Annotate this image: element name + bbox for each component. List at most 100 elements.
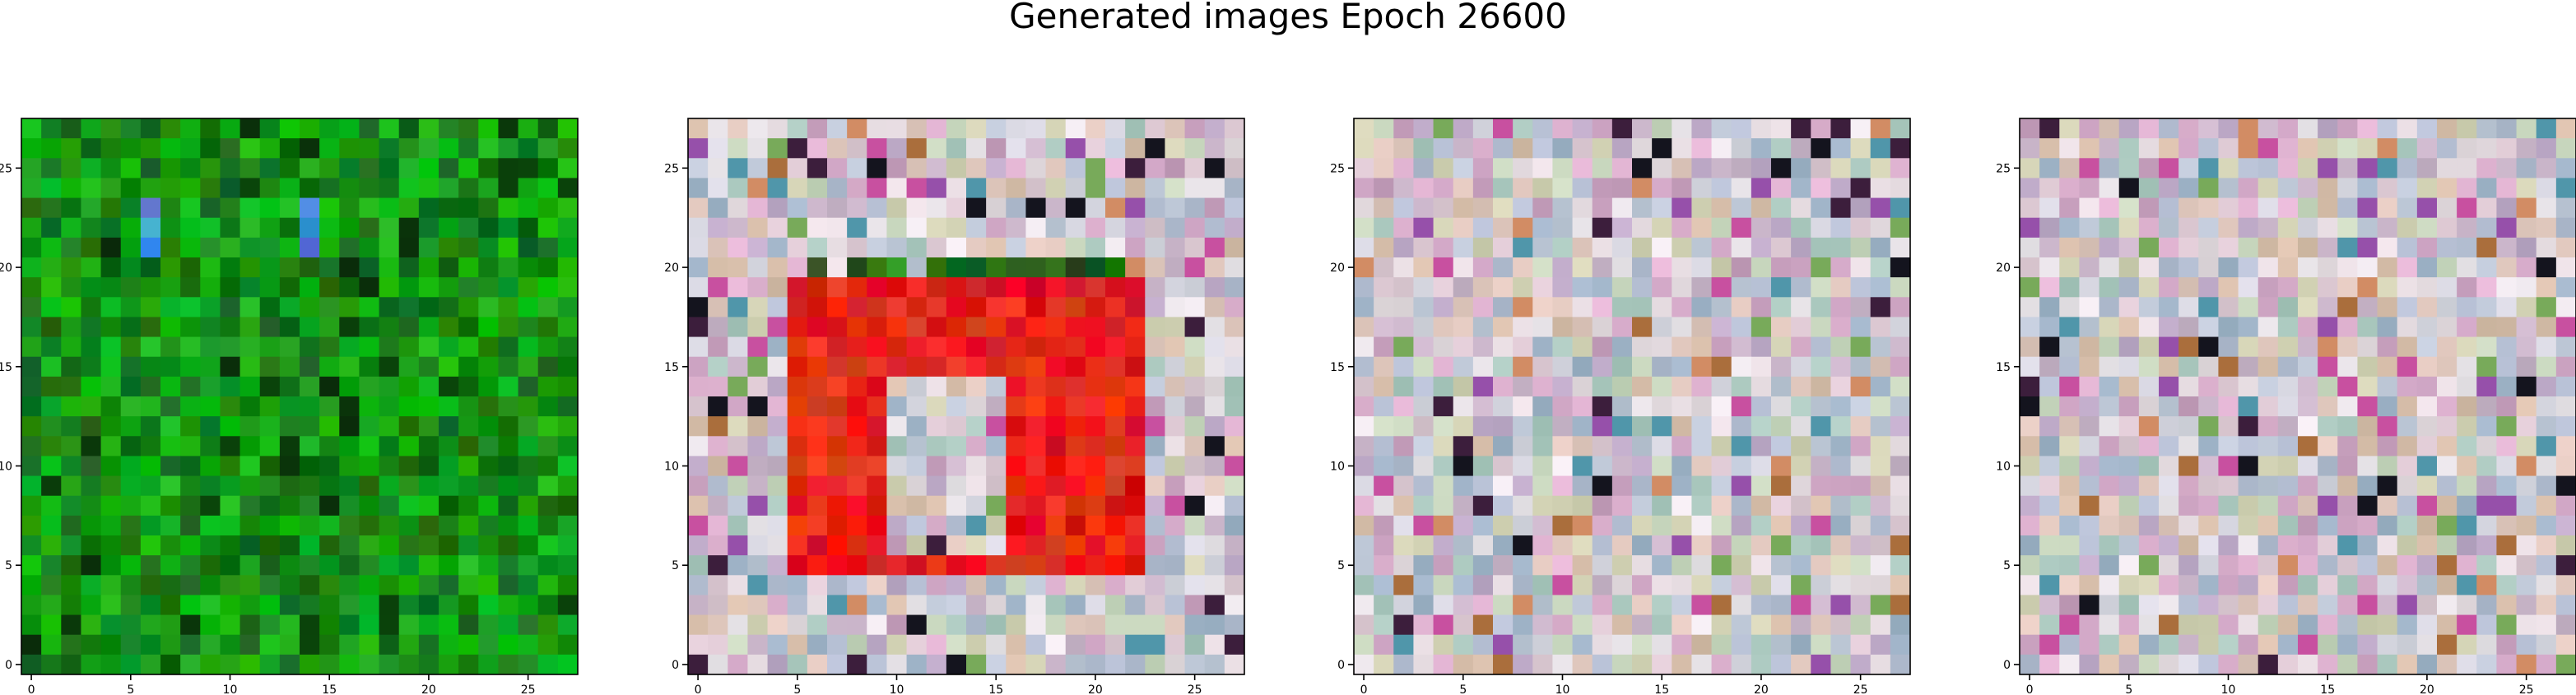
image-pixel	[1374, 197, 1394, 219]
image-pixel	[2318, 317, 2338, 338]
image-pixel	[2238, 197, 2259, 219]
image-pixel	[557, 297, 579, 317]
image-pixel	[1691, 118, 1713, 139]
image-pixel	[2437, 416, 2457, 437]
image-pixel	[1045, 158, 1067, 178]
image-pixel	[2357, 495, 2378, 517]
image-pixel	[1184, 555, 1206, 576]
image-pixel	[1811, 595, 1831, 616]
image-pixel	[1125, 138, 1146, 159]
image-pixel	[1085, 475, 1106, 497]
image-pixel	[2118, 197, 2140, 219]
image-pixel	[1890, 277, 1911, 298]
image-pixel	[1572, 297, 1593, 317]
image-pixel	[81, 416, 102, 437]
image-pixel	[1791, 297, 1811, 317]
image-pixel	[1890, 416, 1911, 437]
image-pixel	[2178, 356, 2199, 378]
image-pixel	[81, 118, 102, 139]
image-pixel	[1145, 634, 1165, 656]
image-pixel	[239, 237, 261, 258]
image-pixel	[1184, 356, 1206, 378]
image-pixel	[1870, 436, 1891, 456]
image-pixel	[1890, 555, 1911, 576]
image-pixel	[1513, 138, 1533, 159]
image-pixel	[1592, 614, 1613, 636]
image-pixel	[1393, 217, 1414, 239]
x-tick-label: 15	[1654, 683, 1669, 695]
image-pixel	[1493, 396, 1514, 417]
image-pixel	[2238, 317, 2259, 338]
image-pixel	[200, 257, 221, 278]
image-pixel	[279, 356, 300, 378]
image-pixel	[2416, 654, 2438, 675]
image-pixel	[2099, 158, 2120, 178]
image-pixel	[1472, 217, 1494, 239]
image-pixel	[1493, 277, 1514, 298]
image-pixel	[319, 297, 340, 317]
image-pixel	[1611, 535, 1633, 556]
image-pixel	[140, 178, 161, 199]
image-pixel	[2118, 336, 2140, 358]
image-pixel	[807, 396, 828, 417]
image-pixel	[398, 456, 420, 477]
image-pixel	[2039, 336, 2060, 358]
image-pixel	[61, 614, 81, 636]
image-pixel	[239, 436, 261, 456]
image-pixel	[1850, 376, 1872, 397]
image-pixel	[2257, 495, 2279, 517]
image-pixel	[1592, 237, 1613, 258]
image-pixel	[1165, 178, 1186, 199]
image-pixel	[1045, 336, 1067, 358]
image-pixel	[418, 595, 439, 616]
image-pixel	[2476, 634, 2497, 656]
image-pixel	[1771, 436, 1792, 456]
image-pixel	[2079, 515, 2100, 536]
image-pixel	[518, 237, 539, 258]
image-pixel	[2476, 575, 2497, 595]
image-pixel	[946, 197, 967, 219]
image-pixel	[728, 158, 748, 178]
image-pixel	[1006, 356, 1026, 378]
image-pixel	[2437, 197, 2457, 219]
image-pixel	[1632, 118, 1653, 139]
image-pixel	[239, 118, 261, 139]
image-pixel	[1453, 317, 1474, 338]
image-pixel	[458, 436, 479, 456]
image-pixel	[1592, 535, 1613, 556]
image-pixel	[2516, 317, 2537, 338]
image-pixel	[1731, 535, 1752, 556]
image-pixel	[220, 356, 241, 378]
image-pixel	[1393, 614, 1414, 636]
image-pixel	[2039, 396, 2060, 417]
image-pixel	[518, 396, 539, 417]
image-pixel	[2416, 356, 2438, 378]
image-pixel	[2059, 634, 2080, 656]
image-pixel	[1890, 336, 1911, 358]
image-pixel	[100, 475, 122, 497]
image-pixel	[1532, 416, 1553, 437]
image-pixel	[180, 416, 201, 437]
image-pixel	[1572, 376, 1593, 397]
image-pixel	[2257, 178, 2279, 199]
image-pixel	[708, 595, 728, 616]
image-pixel	[61, 555, 81, 576]
image-pixel	[787, 634, 808, 656]
image-pixel	[986, 396, 1007, 417]
image-pixel	[2555, 217, 2576, 239]
image-pixel	[1065, 555, 1086, 576]
image-pixel	[926, 555, 947, 576]
image-pixel	[906, 277, 928, 298]
image-pixel	[180, 317, 201, 338]
image-pixel	[1592, 495, 1613, 517]
image-pixel	[537, 197, 559, 219]
image-pixel	[2277, 535, 2299, 556]
image-pixel	[1433, 336, 1454, 358]
image-pixel	[2099, 436, 2120, 456]
image-pixel	[478, 217, 499, 239]
image-pixel	[1085, 555, 1106, 576]
image-pixel	[688, 277, 709, 298]
image-pixel	[2020, 297, 2040, 317]
image-pixel	[767, 376, 788, 397]
